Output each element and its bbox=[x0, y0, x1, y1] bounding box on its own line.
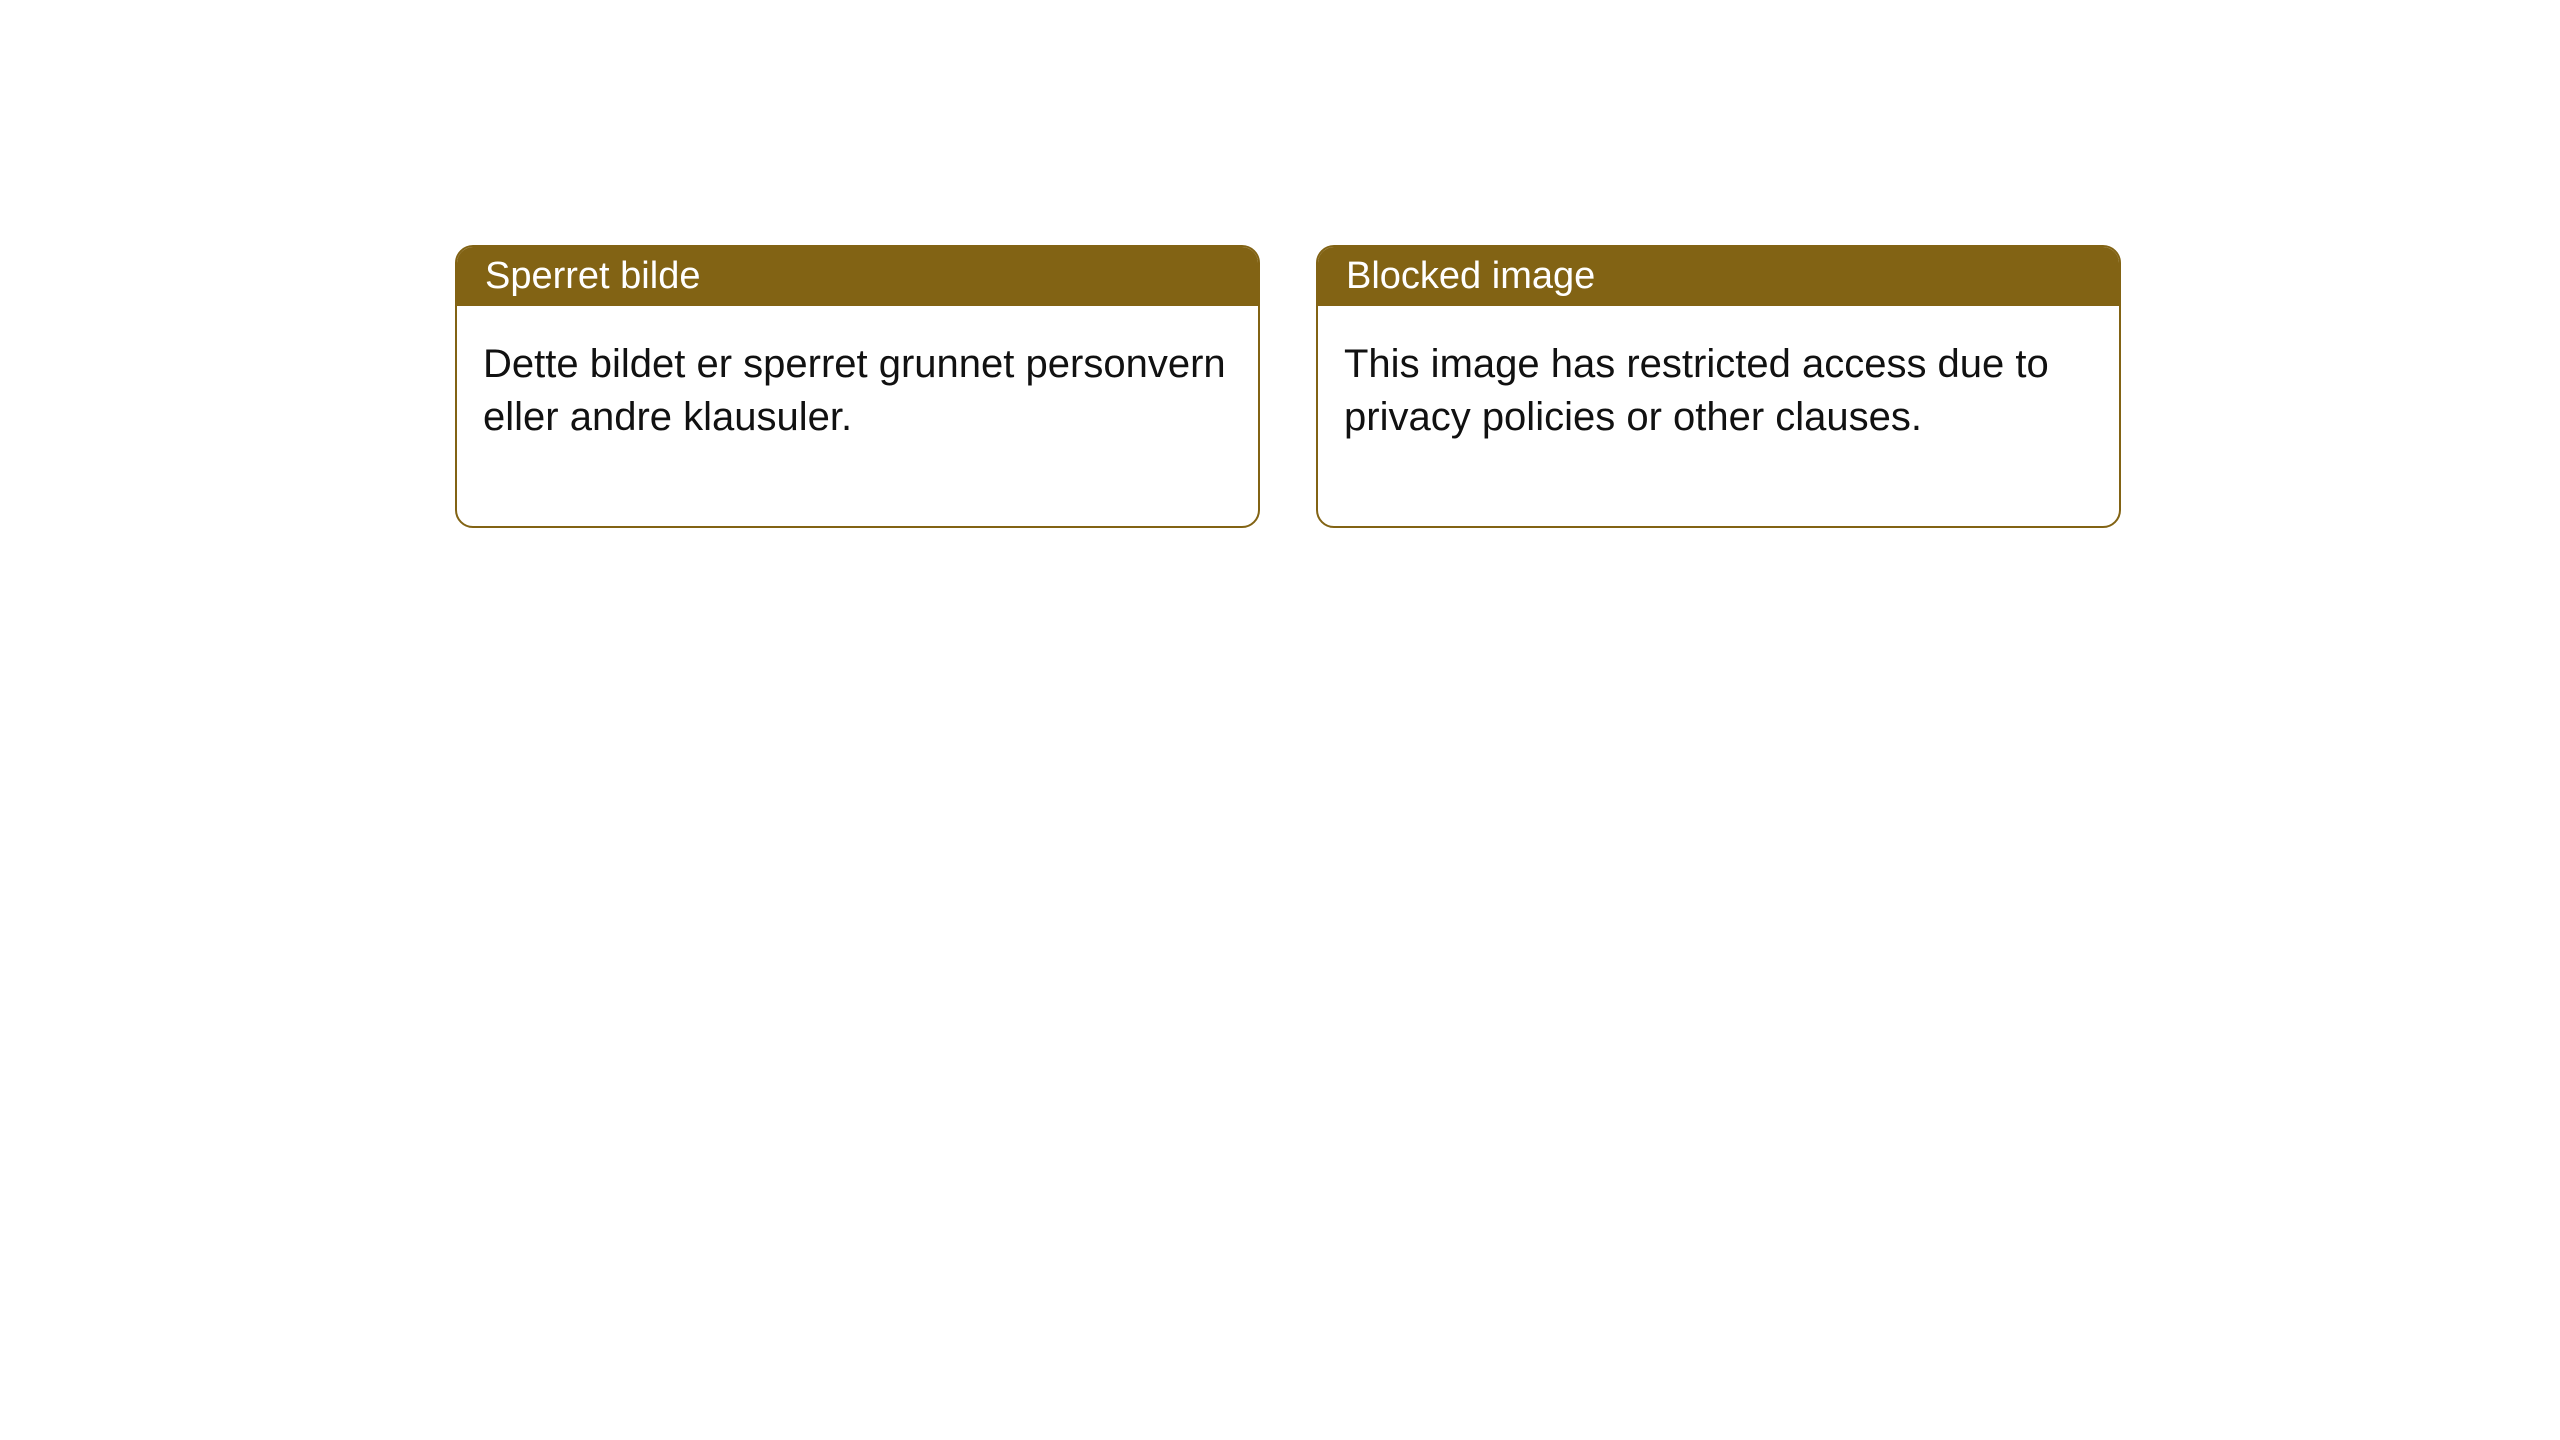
notice-card-norwegian: Sperret bilde Dette bildet er sperret gr… bbox=[455, 245, 1260, 528]
notice-header: Sperret bilde bbox=[457, 247, 1258, 306]
notice-body: This image has restricted access due to … bbox=[1318, 306, 2119, 526]
notice-card-english: Blocked image This image has restricted … bbox=[1316, 245, 2121, 528]
notice-body: Dette bildet er sperret grunnet personve… bbox=[457, 306, 1258, 526]
notice-header: Blocked image bbox=[1318, 247, 2119, 306]
notice-container: Sperret bilde Dette bildet er sperret gr… bbox=[0, 0, 2560, 528]
